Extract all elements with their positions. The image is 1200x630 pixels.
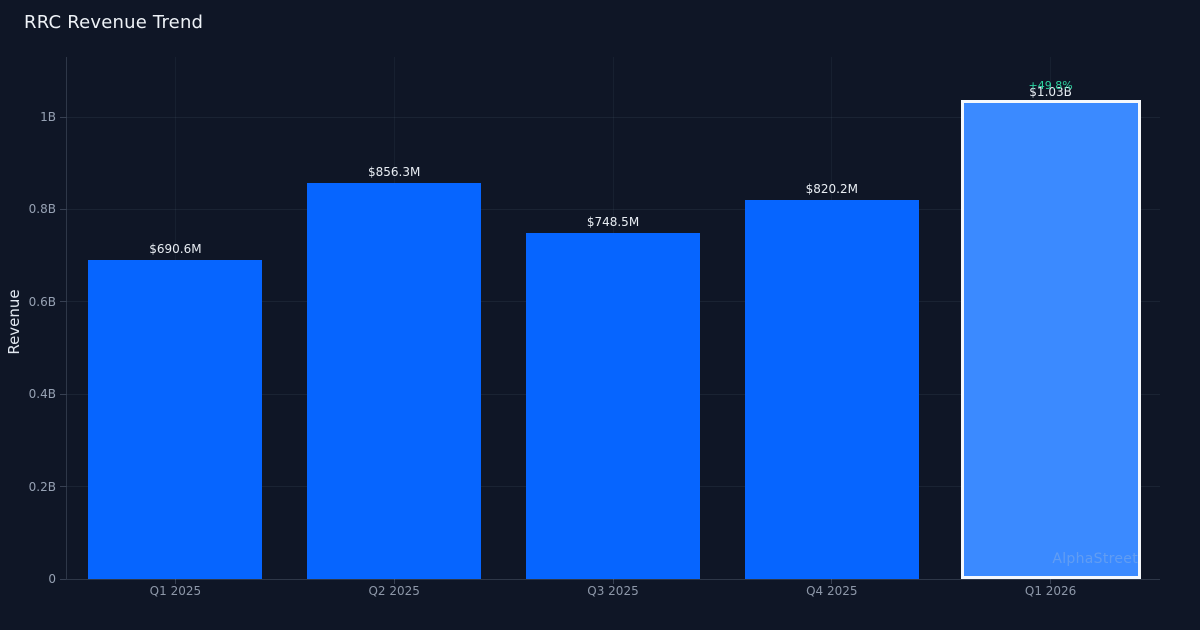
y-tick-mark: [60, 393, 66, 395]
bar-value-label: $1.03B: [1029, 85, 1072, 100]
x-tick-mark: [174, 579, 176, 584]
y-tick-mark: [60, 301, 66, 303]
y-gridline: [66, 208, 1160, 210]
y-tick-mark: [60, 116, 66, 118]
chart-title: RRC Revenue Trend: [24, 12, 204, 33]
bar-q1-2025[interactable]: [88, 259, 263, 579]
bar-value-label: $856.3M: [368, 165, 421, 180]
y-tick-label: 0.8B: [28, 202, 56, 217]
bar-change-label: +49.8%: [1028, 79, 1073, 93]
bar-value-label: $820.2M: [805, 182, 858, 197]
y-tick-label: 0.4B: [28, 387, 56, 402]
watermark: AlphaStreet: [1052, 551, 1138, 567]
x-tick-label: Q1 2025: [149, 584, 202, 598]
y-axis-title: Revenue: [5, 289, 23, 355]
y-tick-label: 1B: [40, 110, 56, 125]
x-tick-mark: [1050, 579, 1052, 584]
x-tick-label: Q2 2025: [368, 584, 420, 598]
bar-q4-2025[interactable]: [744, 200, 919, 579]
y-tick-mark: [60, 578, 66, 580]
y-tick-mark: [60, 208, 66, 210]
y-tick-label: 0: [48, 572, 56, 586]
y-gridline: [66, 116, 1160, 118]
x-tick-mark: [831, 579, 833, 584]
bar-value-label: $690.6M: [149, 241, 202, 256]
bar-value-label: $748.5M: [586, 215, 640, 230]
x-tick-label: Q1 2026: [1024, 584, 1077, 598]
x-tick-label: Q4 2025: [806, 584, 858, 598]
bar-q2-2025[interactable]: [307, 183, 482, 579]
y-tick-label: 0.2B: [28, 479, 56, 494]
bar-q1-2026[interactable]: [960, 100, 1141, 579]
y-axis-line: [66, 57, 67, 579]
x-tick-mark: [393, 579, 395, 584]
bar-q3-2025[interactable]: [526, 233, 700, 579]
y-tick-label: 0.6B: [28, 294, 56, 309]
y-tick-mark: [60, 486, 66, 488]
x-tick-mark: [612, 579, 614, 584]
x-axis-line: [66, 579, 1160, 580]
x-tick-label: Q3 2025: [587, 584, 639, 598]
